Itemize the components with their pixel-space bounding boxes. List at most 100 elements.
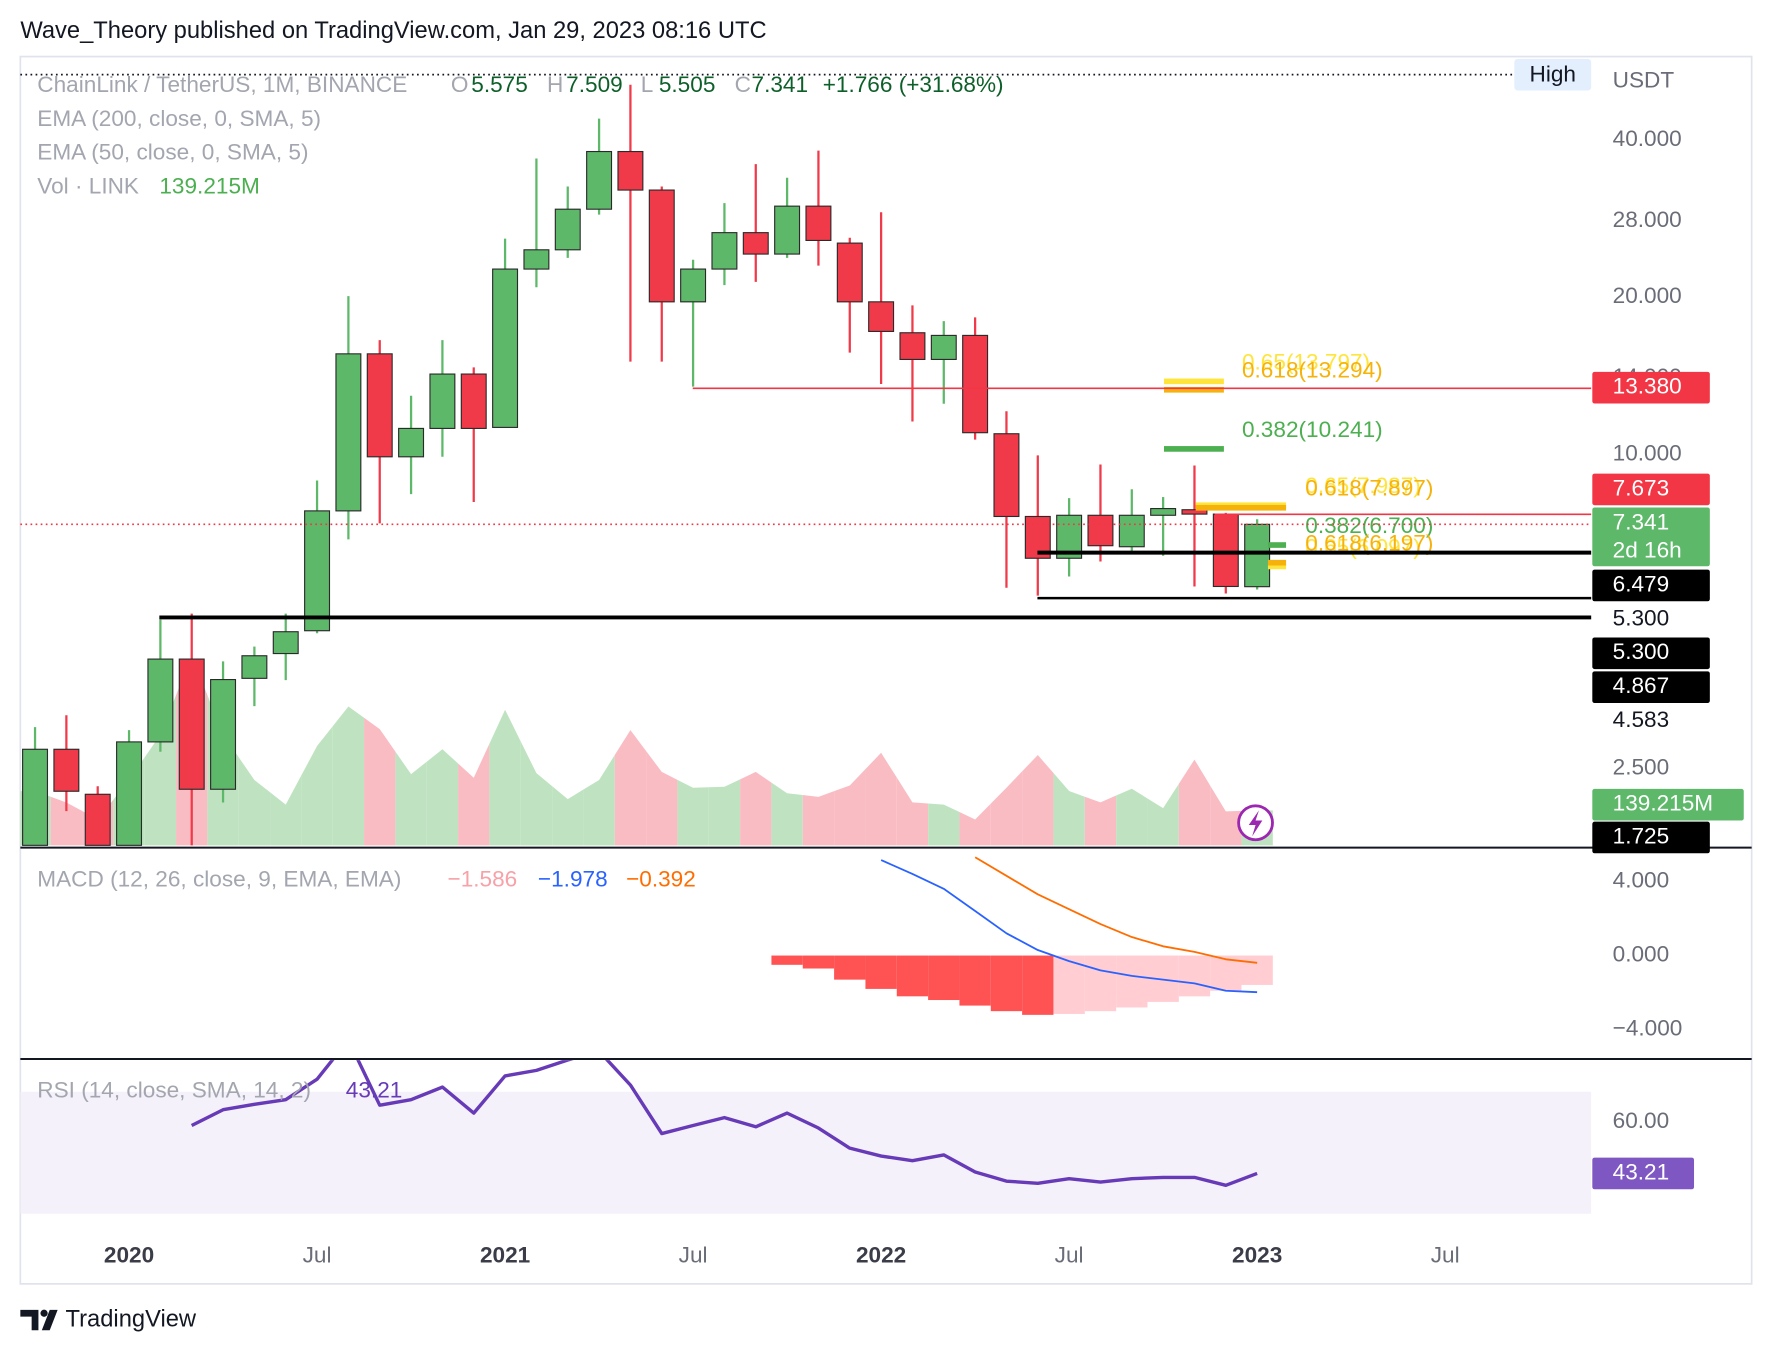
- x-tick-label: Jul: [679, 1243, 708, 1268]
- chart-frame: [19, 55, 1753, 1285]
- x-tick-label: Jul: [1431, 1243, 1460, 1268]
- volume-area: [583, 755, 615, 846]
- candle-body: [868, 301, 895, 332]
- rsi-layer: [20, 1060, 1592, 1214]
- candle-body: [523, 249, 550, 270]
- change: +1.766 (+31.68%): [823, 72, 1004, 97]
- candle-body: [147, 658, 174, 743]
- macd-histogram: [990, 955, 1023, 1012]
- fib-bar: [1164, 446, 1224, 452]
- price-label: 5.300: [1613, 605, 1670, 630]
- candle-body: [742, 232, 769, 255]
- price-tag-text: 4.867: [1613, 673, 1670, 698]
- candle-body: [554, 208, 581, 251]
- candle-body: [429, 373, 456, 429]
- volume-area: [990, 771, 1023, 846]
- fib-bar: [1164, 378, 1224, 385]
- volume-area: [301, 726, 333, 846]
- candle-body: [116, 741, 143, 846]
- macd-histogram: [1178, 955, 1211, 997]
- candle-body: [1118, 514, 1145, 548]
- candle-body: [492, 268, 519, 428]
- ohlc-value: 7.509: [566, 72, 623, 97]
- price-tag: [1592, 507, 1710, 567]
- ohlc-letter: O: [451, 72, 469, 97]
- macd-histogram: [1053, 955, 1085, 1014]
- candle-body: [648, 189, 675, 303]
- candle-body: [1150, 508, 1177, 516]
- volume-area: [708, 779, 741, 846]
- volume-area: [614, 730, 647, 846]
- volume-area: [1210, 785, 1242, 846]
- candle-body: [805, 205, 832, 242]
- candle-body: [335, 353, 362, 512]
- volume-area: [959, 803, 991, 846]
- candle-body: [836, 242, 863, 303]
- volume-tag-text: 139.215M: [1613, 791, 1714, 816]
- x-tick-label: Jul: [303, 1243, 332, 1268]
- macd-histogram: [1210, 955, 1242, 991]
- macd-histogram: [1241, 955, 1273, 985]
- candle-body: [178, 658, 205, 790]
- macd-histogram: [771, 955, 803, 965]
- y-tick-label: 20.000: [1613, 283, 1682, 308]
- price-tag: [1592, 371, 1710, 404]
- macd-histogram: [1116, 955, 1148, 1008]
- price-tag: [1592, 821, 1710, 854]
- volume-legend: Vol · LINK: [37, 174, 139, 199]
- indicator-legend: EMA (200, close, 0, SMA, 5): [37, 106, 321, 131]
- fib-label: 0.618(7.897): [1305, 476, 1433, 501]
- macd-tick-label: 4.000: [1613, 867, 1670, 892]
- candle-body: [22, 748, 49, 846]
- footer-logo: [20, 1309, 58, 1331]
- volume-area: [771, 782, 803, 846]
- macd-histogram: [896, 955, 929, 997]
- candle-body: [680, 268, 707, 303]
- candle-body: [304, 510, 331, 632]
- macd-legend-value: −1.586: [448, 866, 518, 891]
- symbol: ChainLink / TetherUS, 1M, BINANCE: [37, 72, 407, 97]
- volume-area: [332, 706, 365, 846]
- price-label: 4.583: [1613, 707, 1670, 732]
- price-tag: [1592, 671, 1710, 703]
- volume-area: [802, 791, 835, 846]
- footer-brand: TradingView: [66, 1306, 197, 1332]
- y-tick-label: 28.000: [1613, 207, 1682, 232]
- candle-body: [930, 334, 957, 360]
- candle-body: [1087, 514, 1114, 547]
- candle-body: [210, 678, 237, 790]
- candle-body: [1244, 523, 1271, 588]
- axis-layer: 40.00028.00020.00014.00010.0002.5004.000…: [104, 126, 1744, 1268]
- price-layer: 0.65(13.797)0.618(13.294) 0.382(10.241) 0.…: [22, 84, 1433, 846]
- candle-body: [460, 373, 487, 429]
- volume-area: [1116, 788, 1148, 846]
- candle-body: [84, 793, 111, 846]
- volume-area: [677, 779, 709, 846]
- price-tag: [1592, 637, 1710, 670]
- x-tick-label: 2021: [480, 1243, 530, 1268]
- volume-area: [489, 709, 521, 846]
- candle-body: [272, 631, 299, 655]
- y-tick-label: 40.000: [1613, 126, 1682, 151]
- price-tag-text: 5.300: [1613, 639, 1670, 664]
- volume-area: [552, 786, 584, 846]
- fib-label: 0.382(10.241): [1242, 417, 1383, 442]
- volume-area: [834, 769, 866, 846]
- volume-area: [1022, 755, 1054, 846]
- x-tick-label: 2023: [1232, 1243, 1282, 1268]
- candle-body: [711, 232, 738, 270]
- rsi-band: [20, 1091, 1592, 1214]
- price-tag-text: 13.380: [1613, 374, 1682, 399]
- y-tick-label: 10.000: [1613, 440, 1682, 465]
- volume-area: [270, 775, 302, 846]
- volume-area: [1053, 773, 1085, 846]
- volume-area: [520, 741, 553, 846]
- ohlc-letter: L: [641, 72, 654, 97]
- fib-bar: [1195, 504, 1287, 511]
- volume-tag: [1592, 788, 1744, 821]
- fib-bar: [1267, 559, 1287, 566]
- candle-body: [1181, 509, 1208, 515]
- candle-body: [899, 332, 926, 360]
- macd-legend-value: −1.978: [538, 866, 608, 891]
